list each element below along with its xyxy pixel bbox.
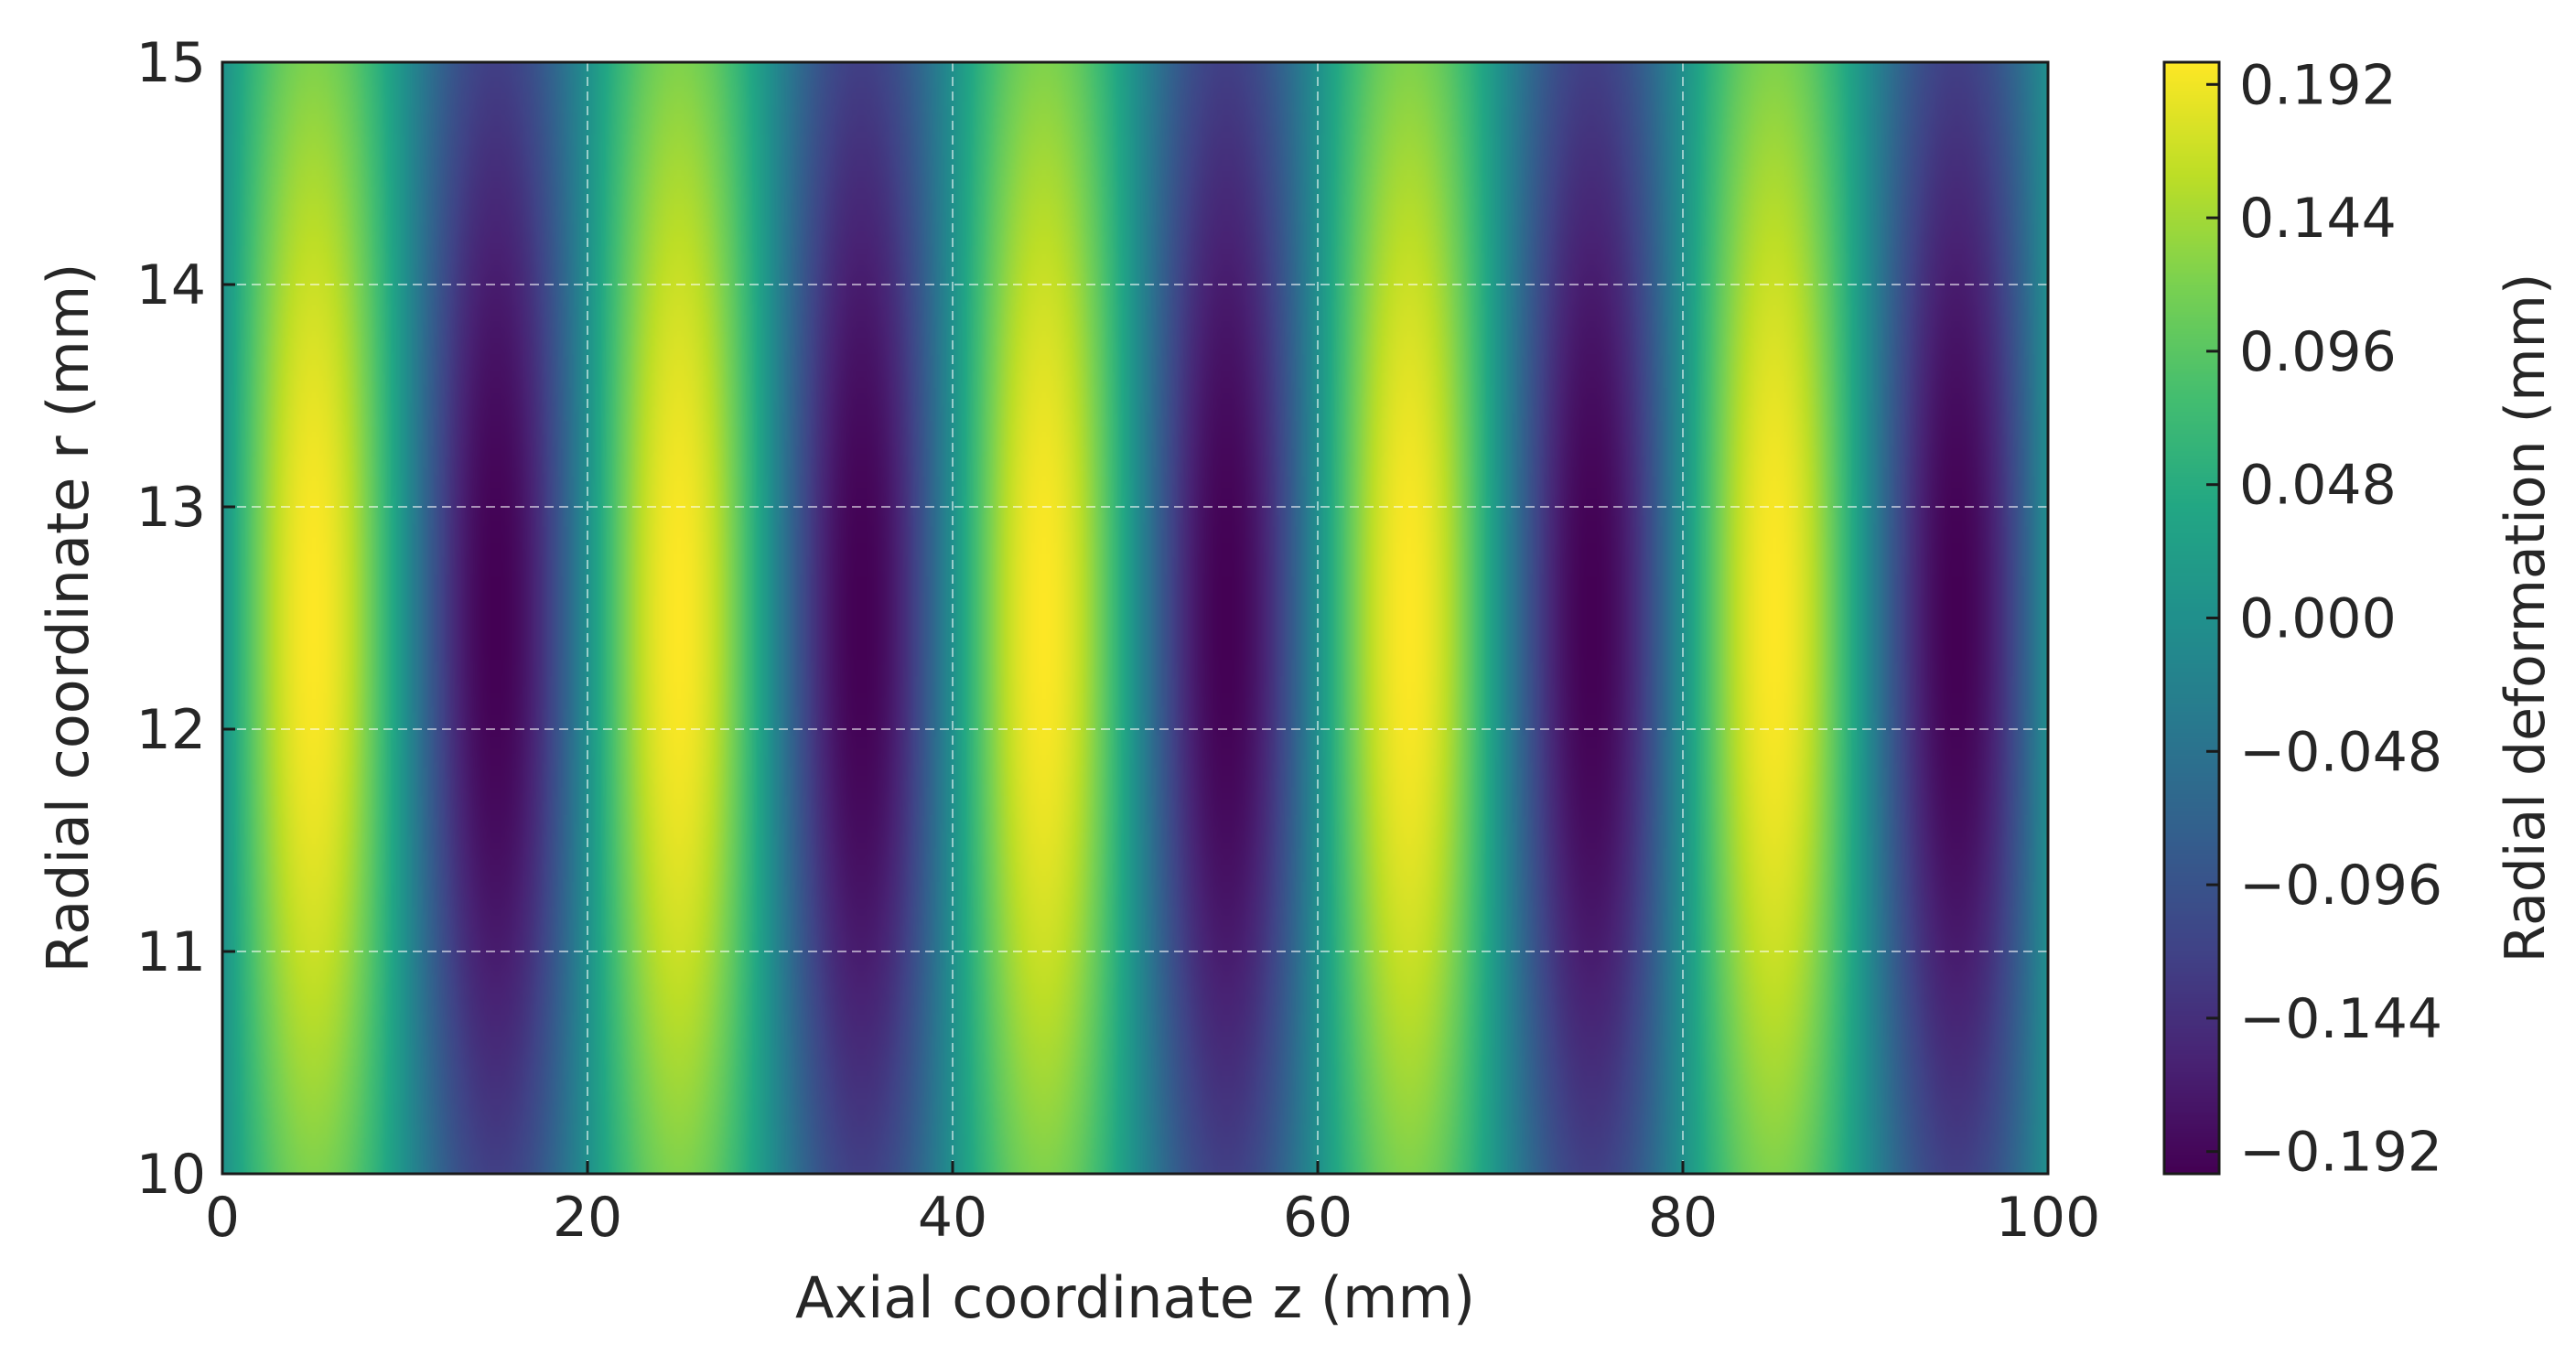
- y-tick-label-15: 15: [136, 31, 206, 95]
- colorbar-tick-label-7: −0.144: [2239, 987, 2442, 1051]
- plot-area: 0 20 40 60 80 100 10 11 12 13 14 15: [136, 31, 2101, 1250]
- colorbar-tick-label-0: 0.192: [2239, 53, 2397, 117]
- heatmap-field: [222, 62, 2048, 1174]
- grid-lines: [222, 62, 2048, 1174]
- colorbar-tick-label-2: 0.096: [2239, 320, 2397, 384]
- y-tick-label-13: 13: [136, 476, 206, 540]
- y-axis-ticks: 10 11 12 13 14 15: [136, 31, 235, 1207]
- x-tick-label-40: 40: [918, 1186, 987, 1250]
- colorbar-label: Radial deformation (mm): [2494, 274, 2558, 963]
- y-axis-label: Radial coordinate r (mm): [35, 263, 102, 973]
- colorbar-tick-label-5: −0.048: [2239, 720, 2442, 784]
- colorbar-tick-label-3: 0.048: [2239, 454, 2397, 518]
- x-tick-label-0: 0: [205, 1186, 240, 1250]
- colorbar-ticks: 0.192 0.144 0.096 0.048 0.000 −0.048 −0.096 −0.…: [2206, 53, 2442, 1185]
- x-axis-ticks: 0 20 40 60 80 100: [205, 1161, 2100, 1250]
- x-axis-label: Axial coordinate z (mm): [795, 1264, 1475, 1331]
- colorbar-tick-label-4: 0.000: [2239, 587, 2397, 651]
- colorbar-tick-label-1: 0.144: [2239, 187, 2397, 251]
- colorbar-tick-label-8: −0.192: [2239, 1121, 2442, 1185]
- y-tick-label-12: 12: [136, 698, 206, 762]
- x-tick-label-100: 100: [1996, 1186, 2101, 1250]
- y-tick-label-11: 11: [136, 920, 206, 984]
- x-tick-label-20: 20: [553, 1186, 622, 1250]
- x-tick-label-80: 80: [1648, 1186, 1718, 1250]
- colorbar: 0.192 0.144 0.096 0.048 0.000 −0.048 −0.096 −0.…: [2162, 53, 2442, 1185]
- x-tick-label-60: 60: [1283, 1186, 1353, 1250]
- colorbar-tick-label-6: −0.096: [2239, 854, 2442, 918]
- plot-frame: [221, 60, 2050, 1176]
- y-tick-label-14: 14: [136, 253, 206, 317]
- y-tick-label-10: 10: [136, 1143, 206, 1207]
